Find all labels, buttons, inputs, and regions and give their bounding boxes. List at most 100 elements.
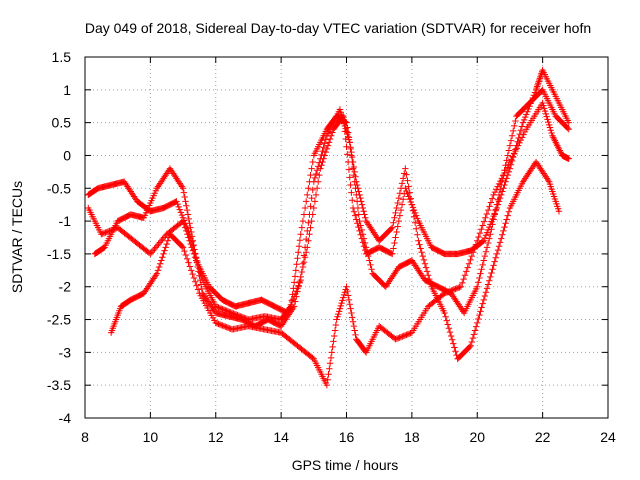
data-point: [468, 252, 476, 260]
data-point: [445, 288, 452, 295]
data-point: [482, 214, 489, 222]
data-point: [512, 117, 519, 125]
data-point: [392, 209, 399, 217]
data-point: [360, 208, 367, 215]
data-point: [518, 134, 526, 141]
data-point: [484, 206, 492, 214]
data-point: [318, 162, 325, 169]
data-point: [401, 332, 409, 339]
data-point: [479, 222, 486, 229]
data-point: [398, 201, 406, 208]
data-point: [355, 223, 362, 231]
data-point: [345, 136, 353, 143]
data-point: [352, 212, 359, 219]
x-tick-label: 12: [208, 429, 224, 445]
data-point: [500, 185, 507, 192]
data-point: [306, 231, 313, 238]
x-tick-label: 18: [404, 429, 420, 445]
data-point: [192, 255, 200, 262]
data-point: [299, 217, 307, 225]
data-point: [417, 245, 424, 252]
data-point: [312, 170, 320, 178]
data-point: [474, 319, 481, 327]
data-point: [565, 155, 572, 162]
data-point: [297, 231, 304, 238]
series-track-4: [107, 99, 572, 389]
data-point: [220, 306, 228, 313]
data-point: [480, 237, 487, 244]
data-point: [490, 262, 497, 269]
data-point: [295, 243, 303, 250]
data-point: [418, 249, 425, 256]
data-point: [493, 186, 500, 193]
data-point: [307, 171, 314, 179]
data-point: [318, 151, 325, 159]
data-point: [190, 274, 198, 282]
data-point: [496, 194, 504, 202]
data-point: [396, 189, 404, 197]
data-point: [487, 199, 495, 206]
data-point: [545, 121, 553, 129]
data-point: [159, 253, 166, 261]
data-point: [527, 100, 534, 107]
data-point: [441, 290, 448, 297]
data-point: [463, 268, 470, 275]
data-point: [517, 136, 525, 144]
data-point: [191, 246, 198, 253]
data-point: [335, 310, 342, 318]
data-point: [346, 301, 353, 308]
data-point: [185, 259, 192, 266]
data-point: [389, 250, 396, 258]
data-point: [351, 327, 358, 334]
data-point: [495, 198, 503, 205]
data-point: [565, 119, 572, 126]
data-point: [477, 270, 484, 277]
data-point: [231, 310, 239, 318]
data-point: [300, 211, 308, 218]
data-point: [184, 211, 192, 218]
data-point: [295, 283, 302, 290]
data-point: [328, 349, 335, 356]
data-point: [389, 224, 396, 231]
data-point: [340, 291, 348, 299]
data-point: [448, 336, 456, 343]
data-point: [340, 112, 347, 120]
data-point: [442, 313, 449, 321]
data-point: [487, 231, 494, 238]
data-point: [299, 263, 307, 271]
axis-ticks: 8 10 12 14 16 18 20 22 24-4-3.5-3-2.5-2-1.5-1-0.…: [47, 49, 616, 445]
data-point: [402, 185, 409, 192]
data-point: [492, 207, 499, 214]
data-point: [468, 338, 476, 346]
x-tick-label: 22: [535, 429, 551, 445]
data-point: [509, 153, 516, 160]
data-point: [467, 256, 474, 264]
data-point: [347, 181, 354, 189]
data-point: [512, 147, 519, 155]
data-point: [394, 223, 401, 230]
data-point: [504, 212, 511, 219]
data-point: [292, 267, 300, 274]
data-point: [442, 289, 450, 296]
data-point: [544, 116, 551, 123]
data-point: [421, 260, 429, 267]
data-point: [308, 217, 315, 225]
data-point: [188, 228, 195, 236]
data-point: [422, 264, 430, 271]
data-point: [398, 180, 406, 187]
data-point: [493, 250, 501, 258]
data-point: [496, 239, 504, 246]
data-point: [523, 111, 530, 118]
data-point: [160, 250, 167, 258]
data-point: [464, 264, 471, 271]
data-point: [326, 360, 334, 367]
data-point: [405, 183, 412, 190]
data-point: [323, 145, 331, 153]
data-point: [474, 237, 481, 244]
data-point: [302, 249, 310, 256]
data-point: [348, 189, 355, 196]
data-point: [314, 178, 322, 185]
data-point: [326, 135, 334, 143]
data-point: [505, 161, 512, 168]
data-point: [355, 188, 362, 195]
